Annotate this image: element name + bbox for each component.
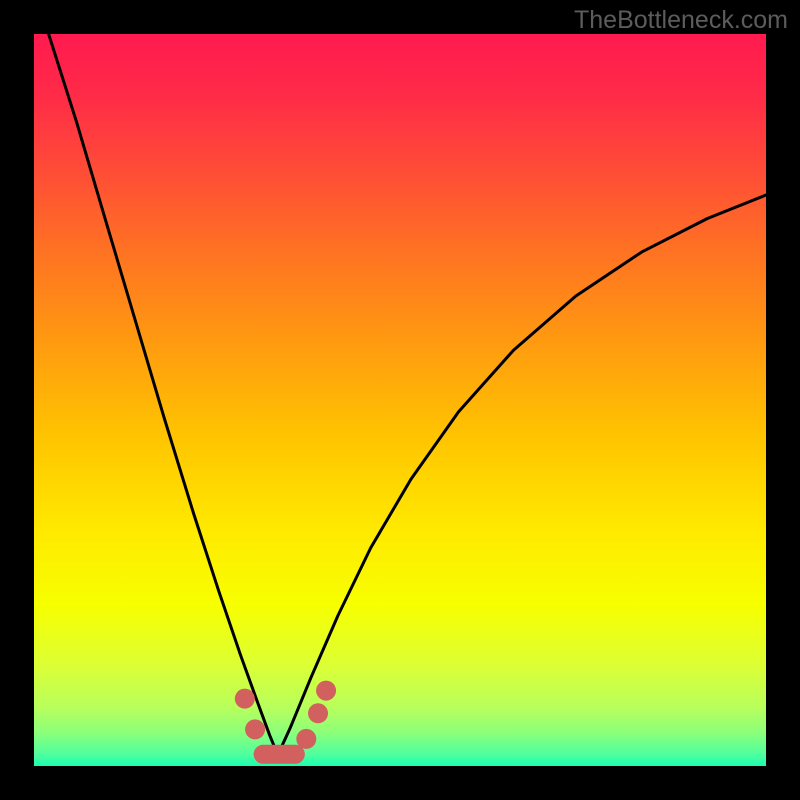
plot-background [34, 34, 766, 766]
highlight-range [235, 681, 336, 764]
bottleneck-curve [49, 34, 766, 755]
chart-frame: TheBottleneck.com [0, 0, 800, 800]
chart-svg [0, 0, 800, 800]
watermark-text: TheBottleneck.com [574, 6, 788, 35]
